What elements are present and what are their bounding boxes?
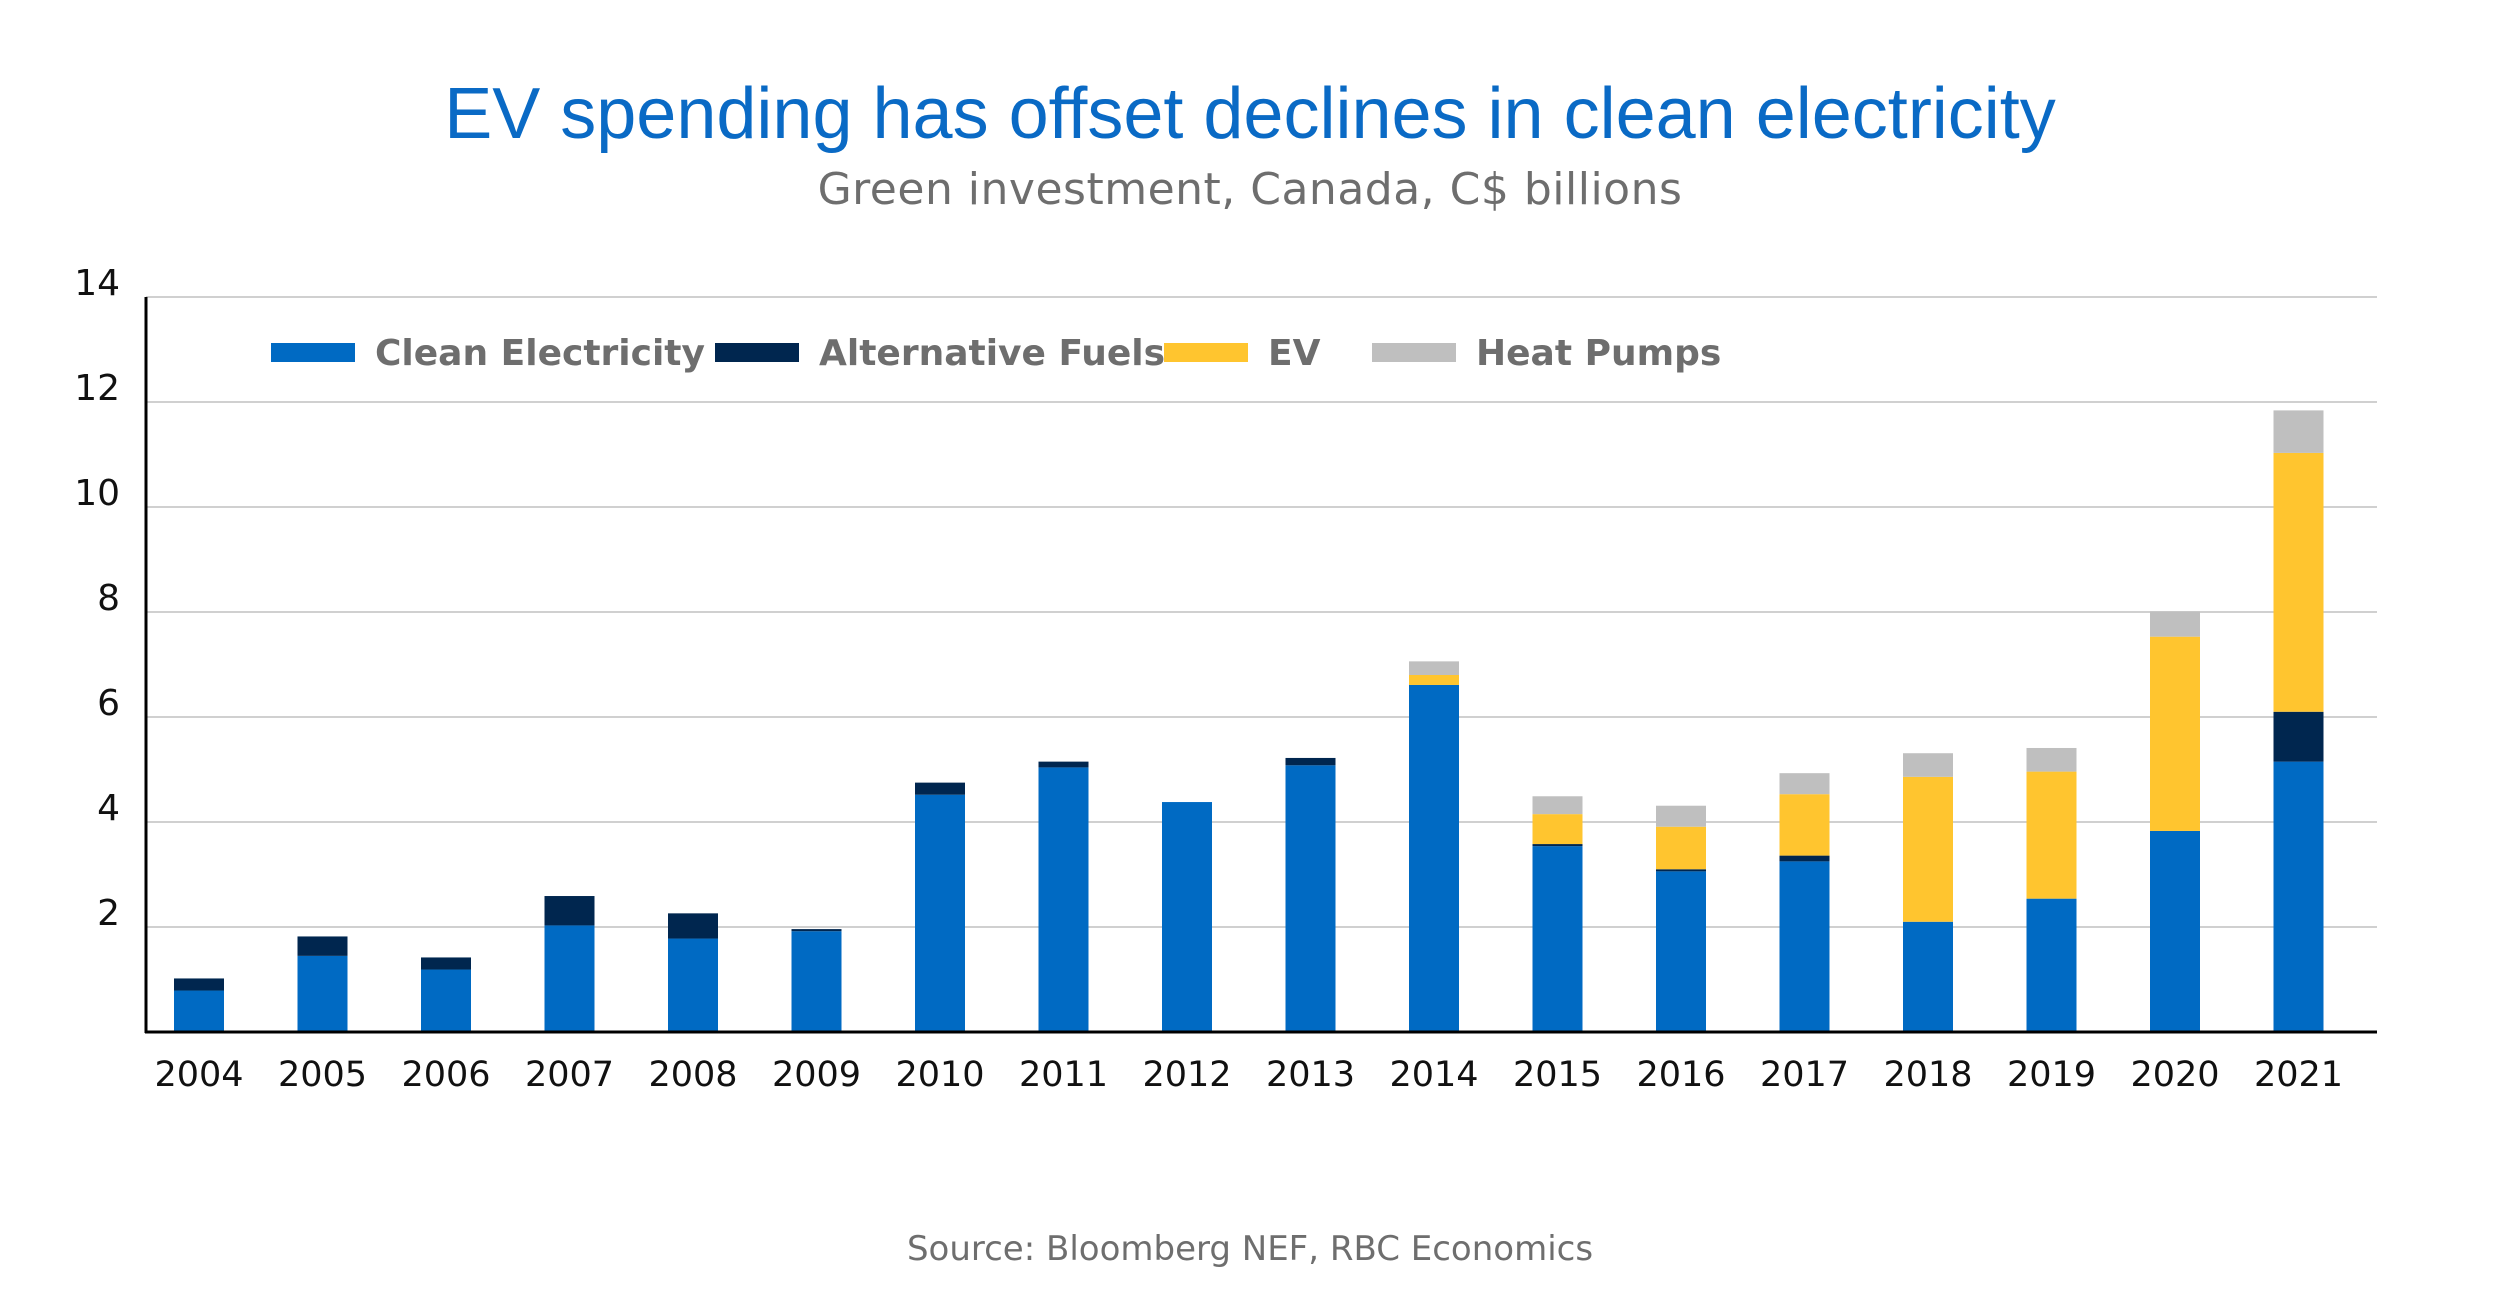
bar-segment-alternative-fuels-2008 — [668, 913, 718, 939]
y-tick-label: 12 — [74, 368, 120, 409]
x-tick-label: 2020 — [2130, 1055, 2219, 1095]
y-axis-tick-labels: 2 4 6 8 10 12 14 — [74, 263, 120, 934]
bar-segment-ev-2018 — [1903, 776, 1953, 922]
bar-segment-clean-electricity-2016 — [1656, 871, 1706, 1032]
bar-segment-alternative-fuels-2007 — [544, 896, 595, 926]
bar-segment-heat-pumps-2014 — [1409, 661, 1459, 675]
bar-segment-clean-electricity-2009 — [791, 931, 842, 1032]
y-tick-label: 2 — [97, 893, 120, 934]
bar-segment-clean-electricity-2021 — [2273, 761, 2324, 1032]
x-axis-tick-labels: 2004 2005 2006 2007 2008 2009 2010 2011 2012 2013… — [154, 1055, 2343, 1095]
bar-segment-clean-electricity-2007 — [544, 925, 595, 1032]
legend-label: Clean Electricity — [375, 333, 705, 374]
x-tick-label: 2018 — [1883, 1055, 1972, 1095]
bar-segment-clean-electricity-2017 — [1779, 861, 1830, 1032]
x-tick-label: 2013 — [1266, 1055, 1355, 1095]
bar-segment-clean-electricity-2010 — [915, 794, 965, 1032]
bar-segment-ev-2017 — [1779, 794, 1830, 856]
x-tick-label: 2004 — [154, 1055, 243, 1095]
bar-segment-clean-electricity-2011 — [1038, 767, 1089, 1032]
x-tick-label: 2015 — [1513, 1055, 1602, 1095]
bar-segment-heat-pumps-2021 — [2273, 410, 2324, 453]
x-tick-label: 2010 — [895, 1055, 984, 1095]
bar-segment-alternative-fuels-2005 — [297, 936, 348, 956]
bar-segment-alternative-fuels-2013 — [1285, 757, 1336, 766]
bar-segment-ev-2021 — [2273, 452, 2324, 712]
bar-segment-ev-2016 — [1656, 826, 1706, 870]
bar-segment-alternative-fuels-2004 — [174, 978, 224, 991]
chart-subtitle: Green investment, Canada, C$ billions — [817, 164, 1683, 215]
bar-segment-heat-pumps-2016 — [1656, 805, 1706, 827]
legend-item-alternative-fuels: Alternative Fuels — [715, 333, 1165, 374]
bar-segment-alternative-fuels-2017 — [1779, 855, 1830, 862]
legend-swatch — [271, 343, 355, 362]
x-tick-label: 2011 — [1019, 1055, 1108, 1095]
bar-segment-heat-pumps-2018 — [1903, 753, 1953, 777]
axes — [144, 297, 2377, 1034]
bar-segment-clean-electricity-2013 — [1285, 765, 1336, 1032]
gridlines — [146, 296, 2377, 928]
bar-segment-clean-electricity-2008 — [668, 938, 718, 1032]
x-tick-label: 2021 — [2254, 1055, 2343, 1095]
bar-segment-alternative-fuels-2006 — [421, 957, 471, 970]
x-tick-label: 2007 — [525, 1055, 614, 1095]
bar-segment-clean-electricity-2014 — [1409, 684, 1459, 1032]
chart-title: EV spending has offset declines in clean… — [444, 74, 2056, 154]
legend: Clean Electricity Alternative Fuels EV Heat… — [271, 333, 1721, 374]
x-tick-label: 2017 — [1760, 1055, 1849, 1095]
x-tick-label: 2014 — [1389, 1055, 1478, 1095]
legend-label: Heat Pumps — [1476, 333, 1721, 374]
y-tick-label: 10 — [74, 473, 120, 514]
x-tick-label: 2006 — [401, 1055, 490, 1095]
legend-swatch — [1164, 343, 1248, 362]
legend-swatch — [1372, 343, 1456, 362]
x-tick-label: 2016 — [1636, 1055, 1725, 1095]
bar-segment-ev-2020 — [2150, 636, 2200, 831]
x-tick-label: 2005 — [278, 1055, 367, 1095]
bar-segment-clean-electricity-2018 — [1903, 921, 1953, 1032]
bar-segment-heat-pumps-2019 — [2026, 747, 2077, 772]
y-tick-label: 8 — [97, 578, 120, 619]
bar-segment-alternative-fuels-2009 — [791, 929, 842, 932]
bars — [174, 410, 2324, 1032]
bar-segment-clean-electricity-2006 — [421, 969, 471, 1032]
legend-label: Alternative Fuels — [819, 333, 1165, 374]
bar-segment-heat-pumps-2020 — [2150, 611, 2200, 637]
y-tick-label: 14 — [74, 263, 120, 304]
bar-segment-alternative-fuels-2015 — [1532, 844, 1583, 847]
bar-segment-clean-electricity-2012 — [1162, 802, 1212, 1032]
bar-segment-clean-electricity-2019 — [2026, 898, 2077, 1032]
bar-segment-clean-electricity-2005 — [297, 955, 348, 1032]
bar-segment-clean-electricity-2020 — [2150, 830, 2200, 1032]
legend-item-ev: EV — [1164, 333, 1321, 374]
legend-item-clean-electricity: Clean Electricity — [271, 333, 705, 374]
bar-segment-alternative-fuels-2010 — [915, 782, 965, 795]
bar-segment-alternative-fuels-2011 — [1038, 761, 1089, 768]
y-tick-label: 4 — [97, 788, 120, 829]
bar-segment-heat-pumps-2015 — [1532, 796, 1583, 815]
legend-label: EV — [1268, 333, 1321, 374]
bar-segment-alternative-fuels-2021 — [2273, 711, 2324, 762]
x-tick-label: 2012 — [1142, 1055, 1231, 1095]
legend-swatch — [715, 343, 799, 362]
bar-segment-ev-2015 — [1532, 814, 1583, 845]
x-tick-label: 2009 — [772, 1055, 861, 1095]
bar-segment-ev-2019 — [2026, 771, 2077, 899]
bar-segment-heat-pumps-2017 — [1779, 773, 1830, 795]
bar-segment-clean-electricity-2004 — [174, 990, 224, 1032]
y-tick-label: 6 — [97, 683, 120, 724]
x-tick-label: 2008 — [648, 1055, 737, 1095]
x-tick-label: 2019 — [2007, 1055, 2096, 1095]
bar-segment-alternative-fuels-2016 — [1656, 869, 1706, 872]
bar-segment-ev-2014 — [1409, 675, 1459, 685]
legend-item-heat-pumps: Heat Pumps — [1372, 333, 1721, 374]
source-note: Source: Bloomberg NEF, RBC Economics — [906, 1229, 1594, 1269]
bar-segment-clean-electricity-2015 — [1532, 846, 1583, 1032]
